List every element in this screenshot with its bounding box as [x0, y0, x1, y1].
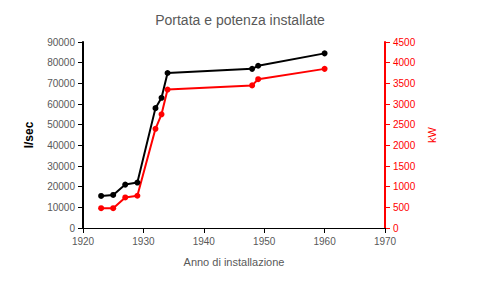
svg-text:1000: 1000 [393, 181, 416, 192]
svg-text:1960: 1960 [313, 236, 336, 247]
svg-text:40000: 40000 [47, 140, 75, 151]
svg-text:90000: 90000 [47, 37, 75, 48]
svg-text:60000: 60000 [47, 99, 75, 110]
svg-text:1940: 1940 [193, 236, 216, 247]
svg-text:1930: 1930 [132, 236, 155, 247]
svg-text:l/sec: l/sec [22, 121, 36, 148]
svg-text:0: 0 [69, 223, 75, 234]
svg-text:4000: 4000 [393, 57, 416, 68]
svg-text:1970: 1970 [374, 236, 397, 247]
svg-text:500: 500 [393, 202, 410, 213]
svg-text:1500: 1500 [393, 161, 416, 172]
svg-text:20000: 20000 [47, 181, 75, 192]
svg-text:50000: 50000 [47, 119, 75, 130]
svg-text:4500: 4500 [393, 37, 416, 48]
svg-text:3500: 3500 [393, 78, 416, 89]
svg-text:80000: 80000 [47, 57, 75, 68]
svg-text:Anno di installazione: Anno di installazione [184, 256, 285, 268]
svg-text:3000: 3000 [393, 99, 416, 110]
svg-text:30000: 30000 [47, 161, 75, 172]
svg-text:Portata e potenza installate: Portata e potenza installate [155, 12, 325, 28]
svg-text:2000: 2000 [393, 140, 416, 151]
svg-text:10000: 10000 [47, 202, 75, 213]
svg-text:1920: 1920 [72, 236, 95, 247]
svg-text:0: 0 [393, 223, 399, 234]
svg-text:70000: 70000 [47, 78, 75, 89]
svg-text:kW: kW [426, 126, 438, 143]
svg-text:2500: 2500 [393, 119, 416, 130]
svg-text:1950: 1950 [253, 236, 276, 247]
